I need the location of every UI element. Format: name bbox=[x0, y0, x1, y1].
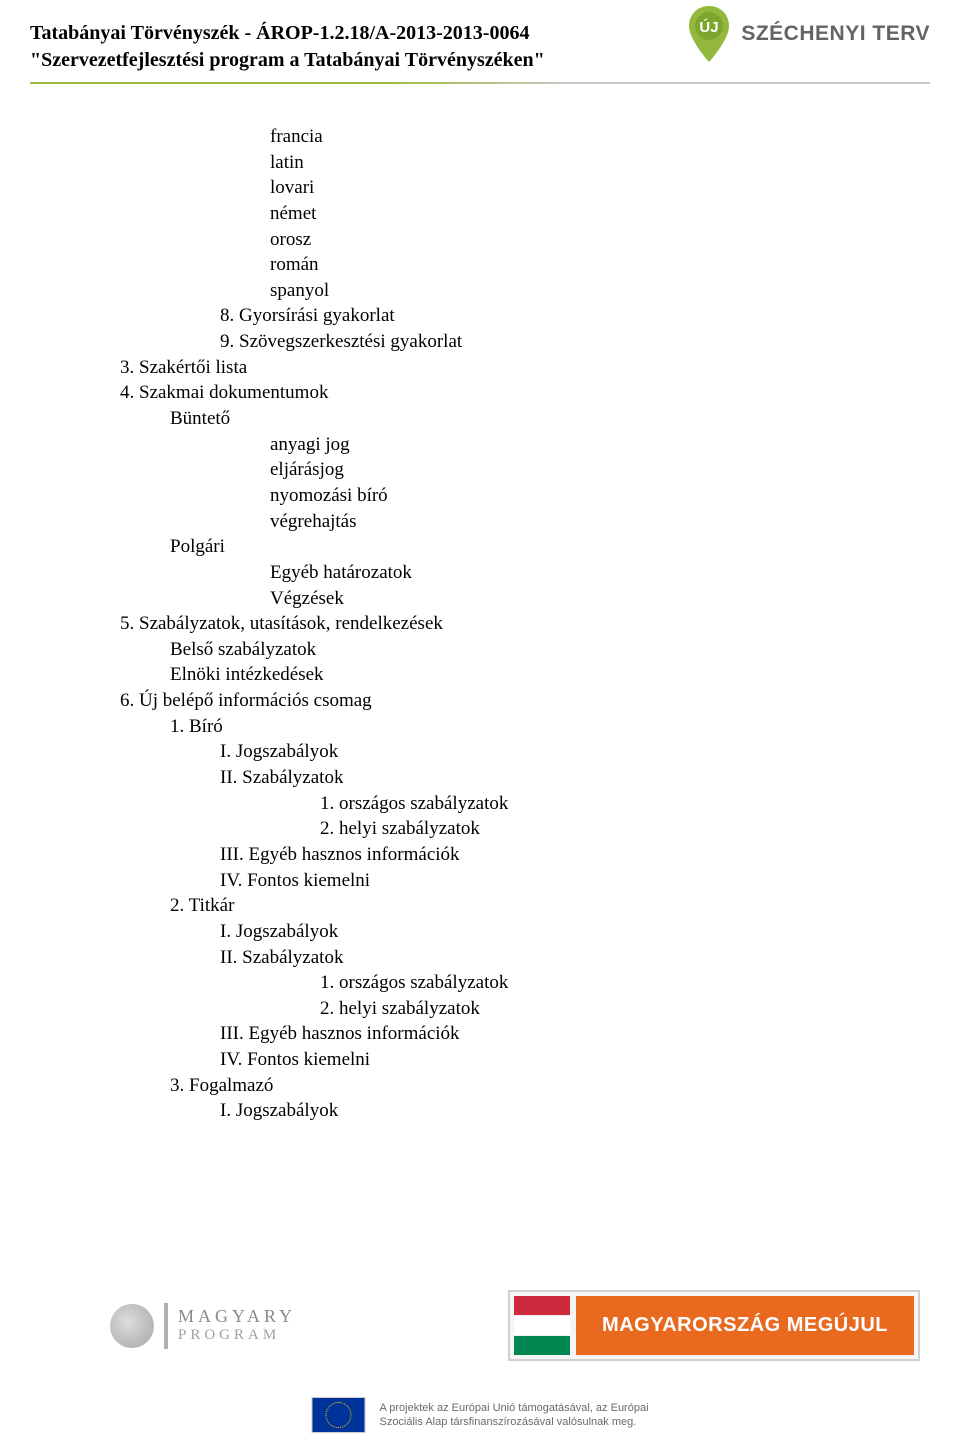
role-II-2: 2. helyi szabályzatok bbox=[320, 996, 930, 1022]
outline-n6: 6. Új belépő információs csomag bbox=[120, 688, 930, 714]
outline-n4-polgari: Polgári bbox=[170, 534, 930, 560]
outline-n6-1: 1. Bíró bbox=[170, 714, 930, 740]
eu-text-line2: Szociális Alap társfinanszírozásával val… bbox=[379, 1415, 648, 1429]
outline-sub: Elnöki intézkedések bbox=[170, 662, 930, 688]
page-header: Tatabányai Törvényszék - ÁROP-1.2.18/A-2… bbox=[0, 0, 960, 94]
megujul-banner: MAGYARORSZÁG MEGÚJUL bbox=[508, 1290, 920, 1361]
magyary-logo: MAGYARY PROGRAM bbox=[110, 1303, 296, 1349]
role-II: II. Szabályzatok bbox=[220, 945, 930, 971]
magyary-portrait-icon bbox=[110, 1304, 154, 1348]
lang-item: spanyol bbox=[270, 278, 930, 304]
outline-sub: eljárásjog bbox=[270, 457, 930, 483]
role-II: II. Szabályzatok bbox=[220, 765, 930, 791]
hungary-flag-icon bbox=[514, 1296, 570, 1355]
header-rule bbox=[30, 82, 930, 84]
role-II-2: 2. helyi szabályzatok bbox=[320, 816, 930, 842]
lang-item: latin bbox=[270, 150, 930, 176]
magyary-line2: PROGRAM bbox=[178, 1327, 296, 1344]
lang-item: lovari bbox=[270, 175, 930, 201]
lang-item: francia bbox=[270, 124, 930, 150]
role-I: I. Jogszabályok bbox=[220, 739, 930, 765]
outline-n3: 3. Szakértői lista bbox=[120, 355, 930, 381]
outline-item-8: 8. Gyorsírási gyakorlat bbox=[220, 303, 930, 329]
role-III: III. Egyéb hasznos információk bbox=[220, 1021, 930, 1047]
szechenyi-logo: ÚJ SZÉCHENYI TERV bbox=[687, 6, 930, 62]
pin-icon: ÚJ bbox=[687, 6, 731, 62]
role-I: I. Jogszabályok bbox=[220, 919, 930, 945]
eu-text-line1: A projektek az Európai Unió támogatásáva… bbox=[379, 1401, 648, 1415]
header-title: Tatabányai Törvényszék - ÁROP-1.2.18/A-2… bbox=[30, 20, 650, 74]
outline-n6-3: 3. Fogalmazó bbox=[170, 1073, 930, 1099]
megujul-text: MAGYARORSZÁG MEGÚJUL bbox=[576, 1296, 914, 1355]
role-I: I. Jogszabályok bbox=[220, 1098, 930, 1124]
outline-n6-2: 2. Titkár bbox=[170, 893, 930, 919]
eu-funding-footer: A projektek az Európai Unió támogatásáva… bbox=[311, 1397, 648, 1433]
eu-funding-text: A projektek az Európai Unió támogatásáva… bbox=[379, 1401, 648, 1430]
lang-item: román bbox=[270, 252, 930, 278]
footer-logo-row: MAGYARY PROGRAM MAGYARORSZÁG MEGÚJUL bbox=[0, 1290, 960, 1361]
outline-sub: Végzések bbox=[270, 586, 930, 612]
magyary-line1: MAGYARY bbox=[178, 1307, 296, 1327]
magyary-text: MAGYARY PROGRAM bbox=[178, 1307, 296, 1343]
pin-badge-text: ÚJ bbox=[700, 18, 719, 36]
lang-item: német bbox=[270, 201, 930, 227]
szechenyi-brand-text: SZÉCHENYI TERV bbox=[741, 22, 930, 46]
outline-item-9: 9. Szövegszerkesztési gyakorlat bbox=[220, 329, 930, 355]
role-II-1: 1. országos szabályzatok bbox=[320, 970, 930, 996]
header-title-line2: "Szervezetfejlesztési program a Tatabány… bbox=[30, 47, 650, 74]
outline-sub: végrehajtás bbox=[270, 509, 930, 535]
outline-n4: 4. Szakmai dokumentumok bbox=[120, 380, 930, 406]
outline-sub: Egyéb határozatok bbox=[270, 560, 930, 586]
role-III: III. Egyéb hasznos információk bbox=[220, 842, 930, 868]
outline-sub: nyomozási bíró bbox=[270, 483, 930, 509]
lang-item: orosz bbox=[270, 227, 930, 253]
role-IV: IV. Fontos kiemelni bbox=[220, 868, 930, 894]
role-II-1: 1. országos szabályzatok bbox=[320, 791, 930, 817]
document-body: francia latin lovari német orosz román s… bbox=[0, 94, 960, 1154]
eu-flag-icon bbox=[311, 1397, 365, 1433]
role-IV: IV. Fontos kiemelni bbox=[220, 1047, 930, 1073]
magyary-divider-icon bbox=[164, 1303, 168, 1349]
outline-n4-bunteto: Büntető bbox=[170, 406, 930, 432]
outline-sub: Belső szabályzatok bbox=[170, 637, 930, 663]
header-title-line1: Tatabányai Törvényszék - ÁROP-1.2.18/A-2… bbox=[30, 20, 650, 47]
outline-n5: 5. Szabályzatok, utasítások, rendelkezés… bbox=[120, 611, 930, 637]
outline-sub: anyagi jog bbox=[270, 432, 930, 458]
